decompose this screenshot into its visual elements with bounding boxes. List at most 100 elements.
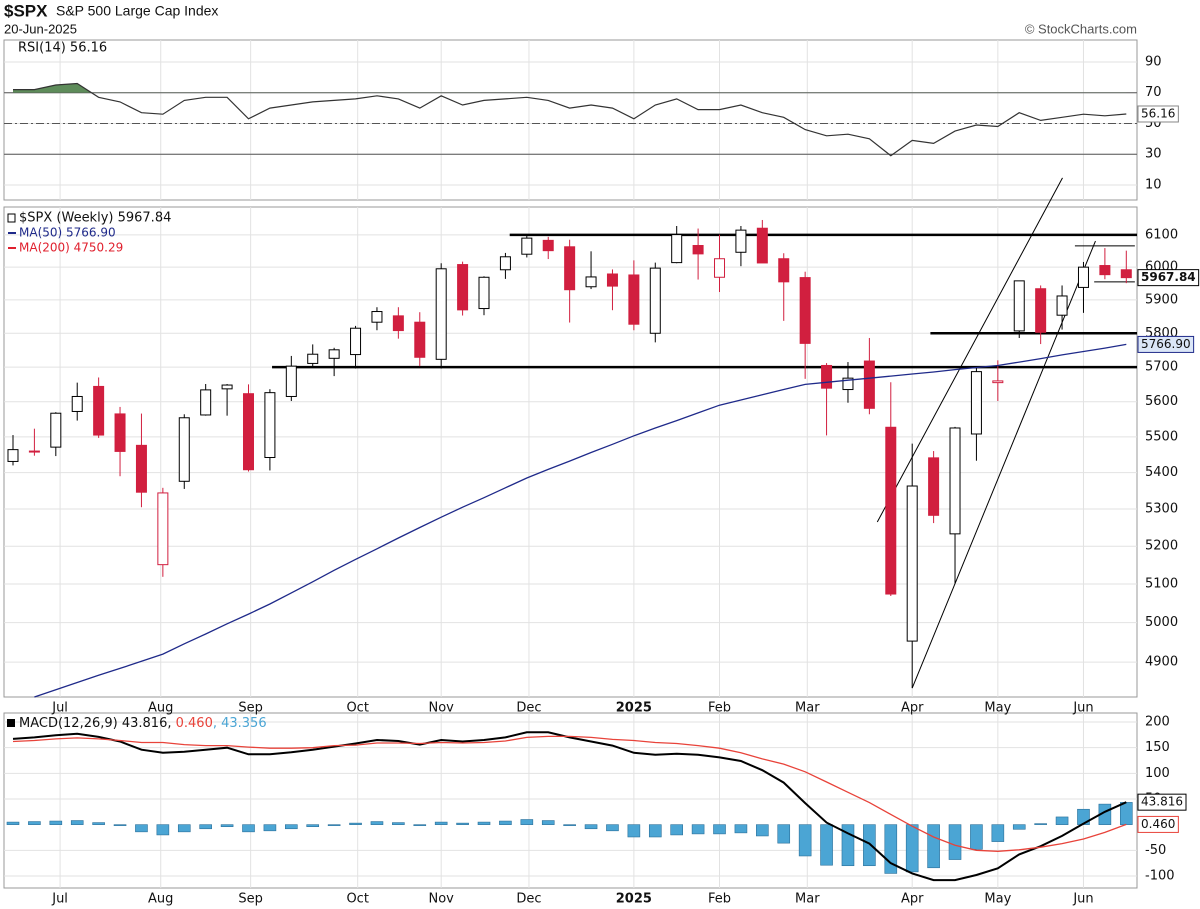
histogram-bar	[499, 820, 512, 825]
x-tick-label: Mar	[795, 892, 820, 907]
y-tick-label: -50	[1145, 843, 1166, 858]
y-tick-label: 5900	[1145, 292, 1178, 307]
histogram-bar	[434, 821, 448, 825]
candle-body	[135, 444, 147, 493]
legend-swatch	[7, 719, 15, 727]
histogram-bar	[285, 824, 298, 830]
histogram-bar	[606, 824, 619, 832]
y-tick-label: 150	[1145, 740, 1170, 755]
candle-body	[93, 385, 105, 436]
x-tick-label: Oct	[346, 701, 368, 716]
legend: RSI(14) 56.16	[18, 41, 107, 56]
candle-body	[114, 413, 126, 452]
candle-body	[1077, 266, 1089, 288]
x-tick-label: Sep	[238, 892, 263, 907]
macd-line	[12, 731, 1127, 882]
candle-body	[350, 327, 362, 356]
legend-entry: 0.460	[176, 716, 213, 731]
histogram-bar	[820, 824, 833, 866]
candle-body	[692, 245, 704, 255]
y-tick-label: 5000	[1145, 615, 1178, 630]
legend-entry: , 43.356	[213, 716, 267, 731]
x-tick-label: Dec	[516, 892, 541, 907]
x-tick-label: Aug	[148, 701, 173, 716]
index-name: S&P 500 Large Cap Index	[56, 3, 218, 19]
candle-body	[307, 353, 319, 364]
histogram-bar	[1012, 824, 1026, 830]
x-tick-label: Jul	[51, 892, 68, 907]
candle-body	[1120, 269, 1132, 279]
x-tick-label: Oct	[346, 892, 368, 907]
y-tick-label: 90	[1145, 54, 1162, 69]
histogram-bar	[777, 824, 791, 844]
histogram-bar	[991, 824, 1005, 842]
candle-body	[178, 417, 190, 482]
histogram-bar	[927, 824, 940, 869]
value-tag-text: 56.16	[1141, 106, 1175, 120]
x-tick-label: May	[984, 701, 1011, 716]
y-tick-label: 100	[1145, 766, 1170, 781]
y-tick-label: 5500	[1145, 429, 1178, 444]
candle-body	[457, 264, 469, 311]
candle-body	[1099, 265, 1111, 276]
moving-average	[34, 343, 1127, 698]
y-tick-label: 5400	[1145, 465, 1178, 480]
x-tick-label: Aug	[148, 892, 173, 907]
y-tick-label: 4900	[1145, 655, 1178, 670]
y-tick-label: 5600	[1145, 394, 1178, 409]
candle-body	[1056, 295, 1068, 316]
candle-body	[200, 389, 212, 416]
candle-body	[221, 384, 233, 390]
value-tag-text: 43.816	[1141, 795, 1183, 809]
histogram-bar	[156, 824, 170, 836]
candle-body	[992, 380, 1004, 384]
candle-body	[585, 276, 597, 288]
x-tick-label: Dec	[516, 701, 541, 716]
histogram-bar	[199, 824, 212, 830]
x-tick-label: Sep	[238, 701, 263, 716]
histogram-bar	[456, 822, 469, 825]
candle-body	[928, 457, 940, 516]
candle-body	[242, 393, 254, 471]
y-tick-label: 5300	[1145, 502, 1178, 517]
trendline	[911, 240, 1096, 689]
y-tick-label: 30	[1145, 147, 1162, 162]
value-tag-text: 0.460	[1141, 817, 1175, 831]
candle-body	[28, 450, 40, 453]
histogram-bar	[798, 824, 812, 857]
candle-body	[949, 427, 961, 535]
x-tick-label: Jun	[1072, 701, 1093, 716]
histogram-bar	[70, 820, 84, 825]
value-tag	[1137, 815, 1179, 833]
histogram-bar	[713, 824, 726, 835]
macd-line	[12, 735, 1127, 852]
value-tag	[1137, 793, 1187, 811]
histogram-bar	[113, 824, 127, 826]
candle-body	[521, 237, 533, 255]
x-tick-label: Feb	[708, 701, 731, 716]
x-tick-label: Nov	[428, 701, 454, 716]
histogram-bar	[905, 824, 919, 873]
candle-body	[821, 364, 833, 389]
x-tick-label: Feb	[708, 892, 731, 907]
x-tick-label: Mar	[795, 701, 820, 716]
candle-body	[863, 360, 875, 409]
x-tick-label: Apr	[901, 892, 924, 907]
histogram-bar	[734, 824, 748, 834]
candle-body	[649, 267, 661, 334]
symbol: $SPX	[4, 1, 48, 20]
histogram-bar	[756, 824, 769, 837]
candle-body	[1013, 280, 1025, 332]
candle-body	[970, 371, 982, 435]
x-tick-label: 2025	[616, 701, 652, 716]
histogram-bar	[370, 821, 384, 825]
candle-body	[50, 412, 62, 448]
histogram-bar	[970, 824, 983, 850]
histogram-bar	[306, 824, 320, 828]
candle-body	[906, 485, 918, 642]
histogram-bar	[1055, 816, 1069, 825]
x-tick-label: Jun	[1072, 892, 1093, 907]
histogram-bar	[327, 824, 341, 826]
panel-frame	[3, 712, 1138, 889]
